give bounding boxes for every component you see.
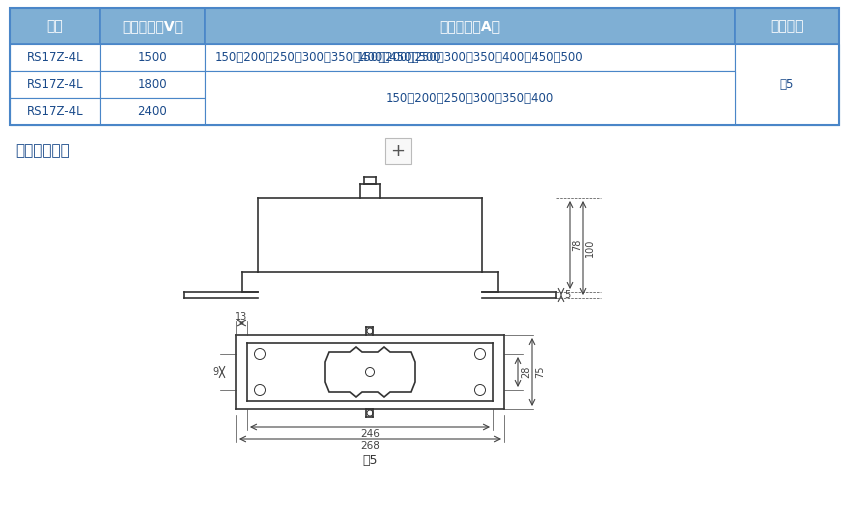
Text: 图5: 图5: [363, 454, 378, 467]
Bar: [100, 98, 205, 125]
Text: 150、200、250、300、350、400、450、500: 150、200、250、300、350、400、450、500: [357, 51, 583, 64]
Text: 75: 75: [535, 366, 545, 378]
Text: 1500: 1500: [138, 51, 167, 64]
Text: 150、200、250、300、350、400: 150、200、250、300、350、400: [386, 92, 554, 104]
Text: 100: 100: [585, 239, 595, 257]
Bar: [10, 44, 100, 71]
Bar: [10, 8, 100, 44]
Text: RS17Z-4L: RS17Z-4L: [26, 105, 83, 118]
Text: 图5: 图5: [780, 78, 794, 91]
Text: 78: 78: [572, 239, 582, 251]
Text: +: +: [391, 142, 406, 160]
Bar: [10, 98, 100, 125]
Text: 28: 28: [521, 366, 531, 378]
Text: 9: 9: [212, 367, 218, 377]
Bar: [10, 71, 100, 98]
Bar: [385, 138, 411, 164]
Text: 150、200、250、300、350、400、450、500: 150、200、250、300、350、400、450、500: [215, 51, 441, 64]
Text: 13: 13: [235, 312, 248, 322]
Bar: [100, 44, 205, 71]
Text: 5: 5: [564, 290, 571, 300]
Text: 246: 246: [360, 429, 380, 439]
Bar: [205, 71, 735, 125]
Text: 外形安装尺寸: 外形安装尺寸: [15, 144, 70, 158]
Text: 额定电流（A）: 额定电流（A）: [440, 19, 501, 33]
Text: RS17Z-4L: RS17Z-4L: [26, 51, 83, 64]
Bar: [205, 44, 735, 71]
Text: RS17Z-4L: RS17Z-4L: [26, 78, 83, 91]
Bar: [100, 71, 205, 98]
Text: 型号: 型号: [47, 19, 64, 33]
Text: 2400: 2400: [138, 105, 167, 118]
Bar: [735, 8, 839, 44]
Text: 额定电压（V）: 额定电压（V）: [122, 19, 183, 33]
Text: 1800: 1800: [138, 78, 167, 91]
Text: 268: 268: [360, 441, 380, 451]
Text: 外形图号: 外形图号: [770, 19, 804, 33]
Bar: [735, 44, 839, 125]
Bar: [100, 8, 205, 44]
Bar: [205, 8, 735, 44]
Bar: [10, 8, 839, 125]
